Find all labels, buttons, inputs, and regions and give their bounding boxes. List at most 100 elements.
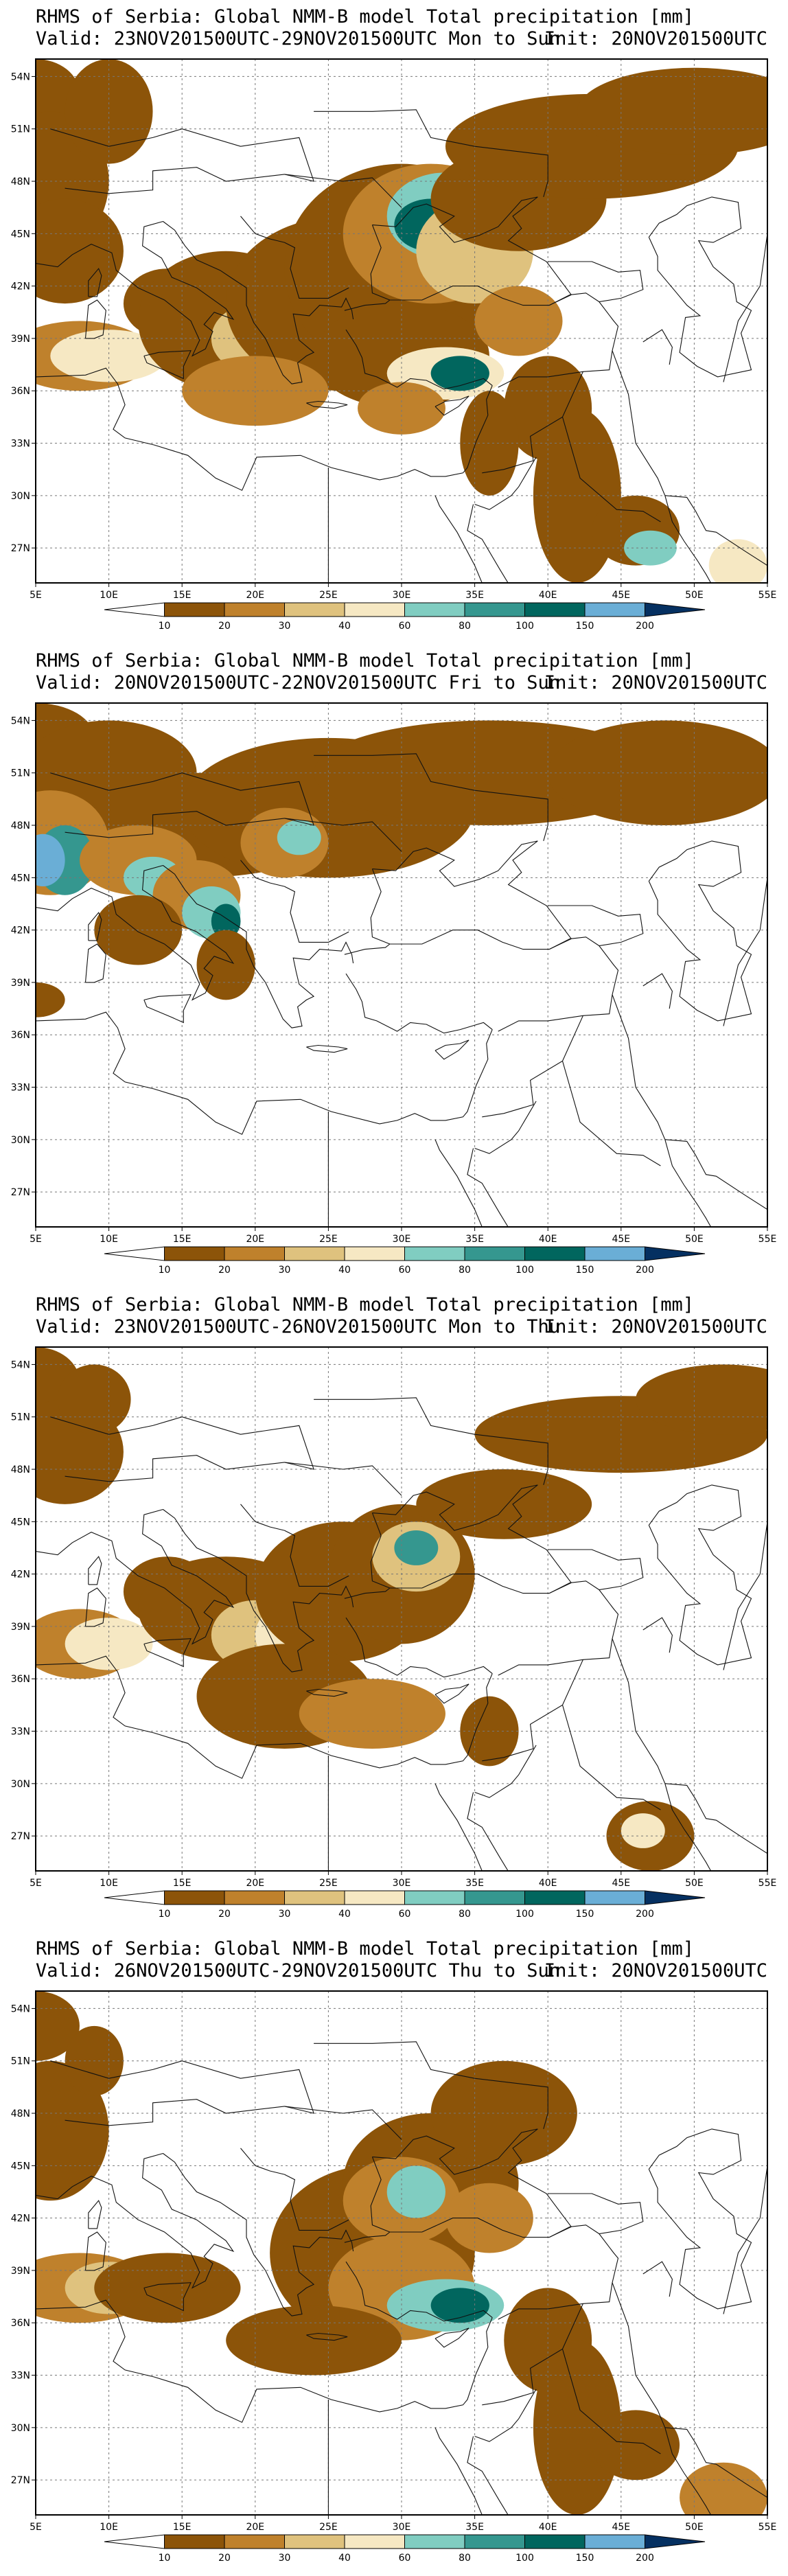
precip-area [577, 67, 767, 155]
precipitation-map: 5E 10E 15E 20E 25E 30E 35E 40E 45E 50E 55E 54N 51N 48… [11, 1990, 776, 2564]
coastlines-borders [36, 109, 767, 583]
precip-area [226, 2305, 402, 2376]
colorbar-segment [584, 1246, 645, 1261]
lat-tick-label: 39N [11, 334, 30, 345]
lon-tick-label: 15E [173, 590, 192, 601]
lon-tick-label: 10E [100, 2522, 118, 2533]
precip-area [592, 2410, 680, 2481]
lon-tick-label: 35E [465, 1878, 484, 1889]
colorbar-label: 30 [279, 1909, 291, 1920]
colorbar-label: 80 [459, 2553, 471, 2564]
precip-area [548, 720, 767, 826]
colorbar: 10 20 30 40 60 80 100 150 200 [104, 2534, 706, 2564]
lon-tick-label: 55E [758, 590, 777, 601]
colorbar-segment [584, 602, 645, 617]
colorbar-label: 200 [636, 1909, 654, 1920]
colorbar-arrow-low [104, 602, 165, 617]
panel-title: RHMS of Serbia: Global NMM-B model Total… [36, 1294, 695, 1315]
map-area [36, 1347, 767, 1871]
colorbar-label: 10 [159, 1909, 171, 1920]
colorbar-segment [284, 1246, 345, 1261]
lat-tick-label: 39N [11, 1622, 30, 1633]
colorbar-arrow-low [104, 2534, 165, 2549]
colorbar-arrow-high [645, 2534, 706, 2549]
precip-area [36, 982, 65, 1017]
map-panel: RHMS of Serbia: Global NMM-B model Total… [0, 0, 788, 644]
precip-area [196, 930, 255, 1000]
colorbar-label: 20 [218, 621, 231, 632]
lon-tick-label: 25E [319, 2522, 338, 2533]
lat-tick-label: 27N [11, 1187, 30, 1198]
lon-tick-label: 50E [685, 590, 704, 601]
colorbar-label: 80 [459, 1909, 471, 1920]
precip-area [65, 59, 153, 164]
colorbar-arrow-low [104, 1246, 165, 1261]
lat-tick-label: 48N [11, 1464, 30, 1475]
lon-tick-label: 5E [30, 1234, 42, 1245]
colorbar-label: 150 [576, 1265, 594, 1276]
lon-tick-label: 35E [465, 1234, 484, 1245]
colorbar-segment [224, 2534, 285, 2549]
colorbar-segment [224, 1890, 285, 1905]
colorbar-label: 150 [576, 2553, 594, 2564]
colorbar-segment [584, 2534, 645, 2549]
colorbar-segment [464, 602, 525, 617]
lon-tick-label: 5E [30, 1878, 42, 1889]
colorbar-label: 150 [576, 621, 594, 632]
lon-tick-label: 40E [539, 1878, 557, 1889]
colorbar: 10 20 30 40 60 80 100 150 200 [104, 602, 706, 632]
colorbar-label: 100 [515, 621, 534, 632]
lat-tick-label: 30N [11, 2423, 30, 2434]
colorbar-label: 40 [338, 621, 351, 632]
colorbar-segment [404, 2534, 465, 2549]
colorbar-arrow-low [104, 1890, 165, 1905]
colorbar-segment [404, 1890, 465, 1905]
lat-tick-label: 48N [11, 820, 30, 831]
lon-tick-label: 10E [100, 1878, 118, 1889]
colorbar-segment [164, 1890, 225, 1905]
grid-lines [36, 703, 767, 1227]
colorbar: 10 20 30 40 60 80 100 150 200 [104, 1246, 706, 1276]
lon-tick-label: 50E [685, 1878, 704, 1889]
precip-area [65, 1618, 153, 1670]
lat-tick-label: 42N [11, 925, 30, 936]
colorbar-label: 10 [159, 621, 171, 632]
precip-area [636, 1364, 767, 1435]
grid-lines [36, 1991, 767, 2515]
precip-area [386, 2165, 445, 2218]
lon-tick-label: 30E [393, 590, 411, 601]
map-area [36, 59, 767, 583]
lon-tick-label: 15E [173, 2522, 192, 2533]
colorbar-label: 150 [576, 1909, 594, 1920]
lat-tick-label: 42N [11, 2213, 30, 2224]
lon-tick-label: 15E [173, 1878, 192, 1889]
precip-area [277, 820, 321, 855]
lat-tick-label: 51N [11, 1412, 30, 1423]
lon-tick-label: 30E [393, 2522, 411, 2533]
colorbar-label: 60 [399, 2553, 411, 2564]
init-time: Init: 20NOV201500UTC [544, 1960, 767, 1981]
lat-tick-label: 27N [11, 2475, 30, 2486]
precip-area [621, 1813, 665, 1848]
colorbar-segment [344, 2534, 405, 2549]
lon-tick-label: 20E [246, 590, 264, 601]
lon-tick-label: 40E [539, 1234, 557, 1245]
colorbar-segment [524, 2534, 586, 2549]
precip-area [416, 1469, 592, 1539]
colorbar-segment [164, 1246, 225, 1261]
lat-tick-label: 54N [11, 715, 30, 726]
precip-area [474, 286, 563, 356]
precip-area [57, 1364, 131, 1435]
lat-tick-label: 51N [11, 768, 30, 779]
colorbar-label: 60 [399, 1909, 411, 1920]
init-time: Init: 20NOV201500UTC [544, 1316, 767, 1337]
lon-tick-label: 50E [685, 2522, 704, 2533]
lat-tick-label: 30N [11, 1135, 30, 1146]
lon-tick-label: 45E [612, 590, 630, 601]
colorbar-label: 60 [399, 621, 411, 632]
lat-tick-label: 36N [11, 2318, 30, 2329]
valid-period: Valid: 20NOV201500UTC-22NOV201500UTC Fri… [36, 672, 561, 693]
lon-tick-label: 45E [612, 1878, 630, 1889]
colorbar-segment [464, 2534, 525, 2549]
colorbar-segment [404, 1246, 465, 1261]
